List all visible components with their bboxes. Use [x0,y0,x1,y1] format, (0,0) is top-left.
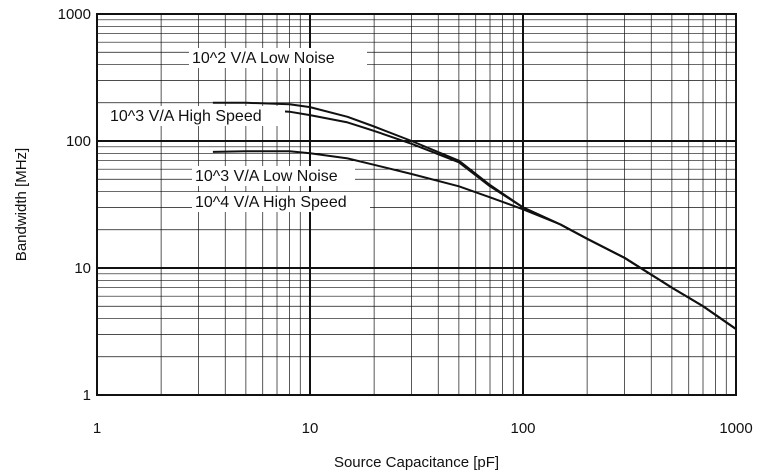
annotation-label: 10^4 V/A High Speed [195,194,347,211]
annotation-background [189,48,367,68]
annotation-background [192,192,370,212]
annotation-label: 10^3 V/A High Speed [110,108,262,125]
y-tick-label: 1 [83,387,91,404]
annotation-background [107,106,285,126]
plot-frame [96,13,737,396]
annotation-label: 10^3 V/A Low Noise [195,168,338,185]
series-line-1 [212,101,737,330]
series-line-3 [212,150,737,330]
x-tick-label: 1 [93,420,101,437]
x-tick-label: 1000 [719,420,752,437]
tick-labels: 1 10 100 1000 1 10 100 1000 [58,6,753,437]
y-tick-label: 100 [66,133,91,150]
series-lines [212,101,737,330]
y-tick-label: 10 [74,260,91,277]
annotation-label: 10^2 V/A Low Noise [192,50,335,67]
y-tick-label: 1000 [58,6,91,23]
x-tick-label: 10 [302,420,319,437]
annotation-background [192,166,355,186]
annotations: 10^2 V/A Low Noise 10^3 V/A High Speed 10^… [107,48,370,212]
x-tick-label: 100 [510,420,535,437]
grid [96,14,736,396]
y-axis-label: Bandwidth [MHz] [13,148,30,261]
x-axis-label: Source Capacitance [pF] [334,454,499,471]
